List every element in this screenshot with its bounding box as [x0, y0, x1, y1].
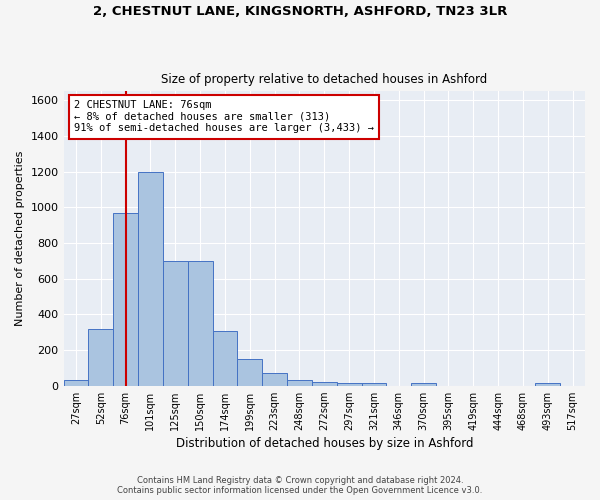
Y-axis label: Number of detached properties: Number of detached properties: [15, 151, 25, 326]
X-axis label: Distribution of detached houses by size in Ashford: Distribution of detached houses by size …: [176, 437, 473, 450]
Bar: [113, 212, 138, 386]
Bar: [337, 383, 362, 386]
Bar: [64, 380, 88, 386]
Bar: [188, 261, 212, 386]
Bar: [362, 383, 386, 386]
Title: Size of property relative to detached houses in Ashford: Size of property relative to detached ho…: [161, 73, 487, 86]
Bar: [238, 359, 262, 386]
Bar: [262, 373, 287, 386]
Bar: [88, 328, 113, 386]
Bar: [212, 332, 238, 386]
Bar: [411, 383, 436, 386]
Text: Contains HM Land Registry data © Crown copyright and database right 2024.
Contai: Contains HM Land Registry data © Crown c…: [118, 476, 482, 495]
Bar: [535, 383, 560, 386]
Text: 2, CHESTNUT LANE, KINGSNORTH, ASHFORD, TN23 3LR: 2, CHESTNUT LANE, KINGSNORTH, ASHFORD, T…: [93, 5, 507, 18]
Bar: [287, 380, 312, 386]
Bar: [138, 172, 163, 386]
Bar: [312, 382, 337, 386]
Text: 2 CHESTNUT LANE: 76sqm
← 8% of detached houses are smaller (313)
91% of semi-det: 2 CHESTNUT LANE: 76sqm ← 8% of detached …: [74, 100, 374, 134]
Bar: [163, 261, 188, 386]
